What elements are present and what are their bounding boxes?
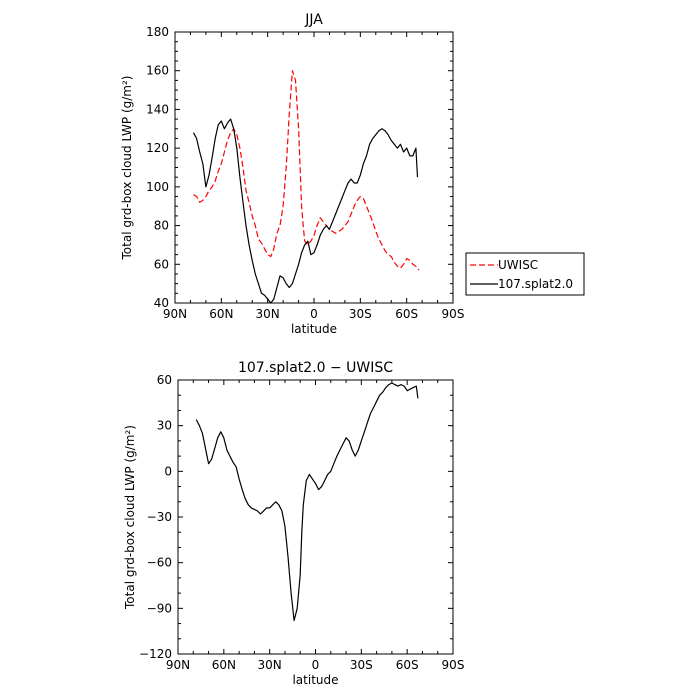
y-tick-label: −30 [147,510,172,524]
legend-label: 107.splat2.0 [498,277,573,291]
top-panel: 90N 60N 30N 0 30S 60S 90S 40 60 80 100 120 140 160 180… [120,12,464,336]
x-tick-label: 60S [395,307,418,321]
y-tick-label: 60 [157,373,172,387]
x-tick-label: 60N [209,307,233,321]
y-tick-label: 0 [164,464,172,478]
x-tick-label: 60N [212,658,236,672]
y-tick-label: 180 [146,25,169,39]
y-tick-label: 160 [146,64,169,78]
x-tick-label: 90N [166,658,190,672]
bottom-panel: 90N 60N 30N 0 30S 60S 90S −120 −90 −60 −30 0 30 60 107… [123,360,464,687]
y-tick-label: 140 [146,102,169,116]
legend-label: UWISC [498,258,538,272]
y-tick-label: 120 [146,141,169,155]
x-tick-label: 0 [310,307,318,321]
y-tick-label: −90 [147,601,172,615]
x-axis-label: latitude [291,322,337,336]
plot-frame [174,31,454,304]
plot-frame [177,379,454,655]
x-tick-label: 30N [258,658,282,672]
y-tick-label: −60 [147,556,172,570]
x-tick-label: 0 [312,658,320,672]
y-axis-label: Total grd-box cloud LWP (g/m²) [123,425,137,610]
series-line-difference [195,382,419,622]
x-tick-label: 30N [256,307,280,321]
x-tick-label: 60S [396,658,419,672]
chart-title: 107.splat2.0 − UWISC [238,360,393,376]
series-line-uwisc [193,70,420,271]
y-tick-label: −120 [139,647,172,661]
legend-box [465,252,585,296]
x-tick-label: 90S [442,658,465,672]
y-tick-label: 100 [146,180,169,194]
y-tick-label: 40 [154,296,169,310]
y-tick-label: 30 [157,419,172,433]
legend: UWISC 107.splat2.0 [465,252,585,296]
chart-title: JJA [304,12,323,28]
series-line-107-splat2-0 [192,118,419,304]
y-tick-label: 80 [154,219,169,233]
x-tick-label: 30S [349,307,372,321]
y-axis-label: Total grd-box cloud LWP (g/m²) [120,76,134,261]
x-tick-label: 90S [442,307,465,321]
x-tick-label: 30S [350,658,373,672]
y-tick-label: 60 [154,257,169,271]
x-tick-label: 90N [163,307,187,321]
x-axis-label: latitude [292,673,338,687]
